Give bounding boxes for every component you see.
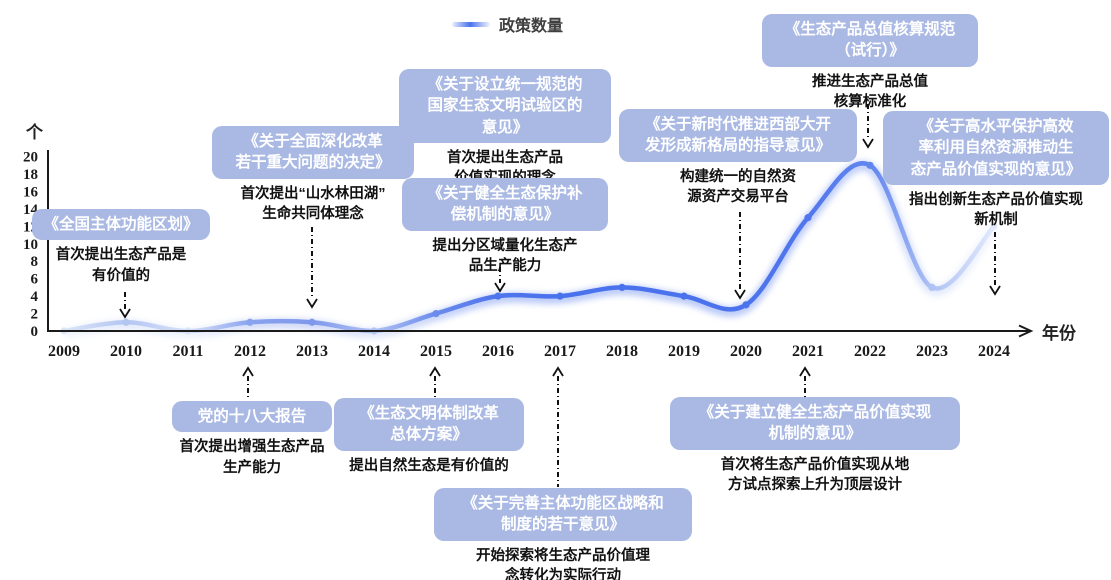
policy-description: 首次将生态产品价值实现从地 方试点探索上升为顶层设计 — [720, 456, 910, 494]
y-tick-label: 2 — [31, 307, 39, 323]
y-tick-label: 8 — [31, 254, 39, 270]
policy-description: 首次提出增强生态产品 生产能力 — [179, 439, 325, 476]
x-tick-label: 2020 — [730, 343, 762, 360]
data-point-2018 — [618, 283, 626, 291]
y-tick-label: 0 — [31, 324, 39, 340]
policy-note-2017: 《关于完善主体功能区战略和 制度的若干意见》 开始探索将生态产品价值理 念转化为… — [434, 488, 692, 580]
x-tick-label: 2018 — [606, 343, 638, 360]
policy-description: 构建统一的自然资 源资产交易平台 — [680, 168, 796, 206]
policy-note-2013: 《关于全面深化改革 若干重大问题的决定》 首次提出“山水林田湖” 生命共同体理念 — [212, 126, 414, 224]
data-point-2020 — [742, 301, 750, 309]
policy-note-2021: 《关于建立健全生态产品价值实现 机制的意见》 首次将生态产品价值实现从地 方试点… — [670, 397, 960, 495]
policy-description: 首次提出“山水林田湖” 生命共同体理念 — [240, 185, 386, 223]
policy-title-badge: 《关于全面深化改革 若干重大问题的决定》 — [212, 126, 414, 179]
data-point-2017 — [556, 292, 564, 300]
data-point-2019 — [680, 292, 688, 300]
x-tick-label: 2014 — [358, 343, 390, 360]
arrowhead-up-icon — [552, 366, 564, 377]
arrowhead-down-icon — [862, 138, 874, 149]
data-point-2010 — [122, 318, 130, 326]
x-tick-label: 2009 — [48, 343, 80, 360]
policy-note-2020: 《关于新时代推进西部大开 发形成新格局的指导意见》 构建统一的自然资 源资产交易… — [619, 109, 857, 207]
arrowhead-down-icon — [494, 282, 506, 293]
policy-title-badge: 《关于高水平保护高效 率利用自然资源推动生 态产品价值实现的意见》 — [883, 111, 1109, 186]
x-tick-label: 2010 — [110, 343, 142, 360]
data-point-2022 — [866, 161, 874, 169]
policy-description: 开始探索将生态产品价值理 念转化为实际行动 — [476, 547, 650, 580]
policy-description: 推进生态产品总值 核算标准化 — [812, 73, 928, 111]
policy-title-badge: 《关于健全生态保护补 偿机制的意见》 — [402, 178, 608, 231]
policy-title-badge: 《生态文明体制改革 总体方案》 — [334, 398, 524, 451]
arrowhead-down-icon — [734, 289, 746, 300]
y-tick-label: 16 — [23, 184, 39, 200]
data-point-2015 — [432, 309, 440, 318]
x-axis-unit-label: 年份 — [1042, 324, 1076, 343]
policy-note-2016-a: 《关于设立统一规范的 国家生态文明试验区的 意见》 首次提出生态产品 价值实现的… — [399, 69, 611, 189]
policy-title-badge: 《关于设立统一规范的 国家生态文明试验区的 意见》 — [399, 69, 611, 144]
arrowhead-up-icon — [429, 366, 441, 377]
data-point-2013 — [308, 318, 316, 326]
policy-description: 指出创新生态产品价值实现 新机制 — [909, 192, 1083, 229]
x-tick-label: 2016 — [482, 343, 514, 360]
arrowhead-up-icon — [242, 366, 254, 377]
policy-note-2016-b: 《关于健全生态保护补 偿机制的意见》 提出分区域量化生态产 品生产能力 — [402, 178, 608, 276]
x-tick-label: 2019 — [668, 343, 700, 360]
policy-title-badge: 《关于建立健全生态产品价值实现 机制的意见》 — [670, 397, 960, 450]
y-tick-label: 18 — [23, 167, 38, 183]
policy-note-2022: 《生态产品总值核算规范 （试行）》 推进生态产品总值 核算标准化 — [762, 14, 978, 112]
arrowhead-up-icon — [799, 366, 811, 377]
arrowhead-down-icon — [989, 285, 1001, 296]
legend-label: 政策数量 — [499, 18, 564, 35]
policy-title-badge: 《生态产品总值核算规范 （试行）》 — [762, 14, 978, 67]
policy-note-2015: 《生态文明体制改革 总体方案》 提出自然生态是有价值的 — [334, 398, 524, 476]
x-tick-label: 2021 — [792, 343, 824, 360]
policy-title-badge: 《关于完善主体功能区战略和 制度的若干意见》 — [434, 488, 692, 541]
policy-description: 提出分区域量化生态产 品生产能力 — [432, 237, 578, 275]
x-tick-label: 2022 — [854, 343, 886, 360]
arrowhead-down-icon — [119, 308, 131, 319]
y-tick-label: 10 — [23, 237, 38, 253]
y-axis-unit-label: 个 — [26, 123, 43, 142]
policy-description: 首次提出生态产品是 有价值的 — [55, 247, 187, 284]
x-tick-label: 2023 — [916, 343, 948, 360]
legend: 政策数量 — [452, 12, 563, 36]
legend-line-swatch-icon — [452, 21, 490, 27]
policy-note-2024: 《关于高水平保护高效 率利用自然资源推动生 态产品价值实现的意见》 指出创新生态… — [883, 111, 1109, 231]
arrowhead-down-icon — [306, 298, 318, 309]
data-point-2023 — [928, 283, 936, 291]
y-tick-label: 20 — [23, 150, 38, 166]
data-point-2021 — [804, 214, 812, 222]
data-point-2016 — [494, 292, 502, 300]
policy-note-2010: 《全国主体功能区划》 首次提出生态产品是 有价值的 — [32, 209, 210, 286]
y-tick-label: 4 — [31, 289, 39, 305]
policy-title-badge: 《全国主体功能区划》 — [32, 209, 210, 241]
x-tick-label: 2013 — [296, 343, 328, 360]
data-point-2012 — [246, 318, 254, 326]
y-tick-label: 6 — [31, 272, 39, 288]
x-tick-label: 2011 — [172, 343, 203, 360]
policy-title-badge: 党的十八大报告 — [172, 401, 332, 433]
data-point-2024 — [990, 222, 998, 230]
policy-description: 提出自然生态是有价值的 — [349, 457, 509, 474]
x-tick-label: 2015 — [420, 343, 452, 360]
x-tick-label: 2012 — [234, 343, 266, 360]
policy-title-badge: 《关于新时代推进西部大开 发形成新格局的指导意见》 — [619, 109, 857, 162]
x-tick-label: 2017 — [544, 343, 576, 360]
x-axis-arrowhead — [1018, 324, 1034, 338]
policy-note-2012: 党的十八大报告 首次提出增强生态产品 生产能力 — [172, 401, 332, 478]
x-tick-label: 2024 — [978, 343, 1010, 360]
